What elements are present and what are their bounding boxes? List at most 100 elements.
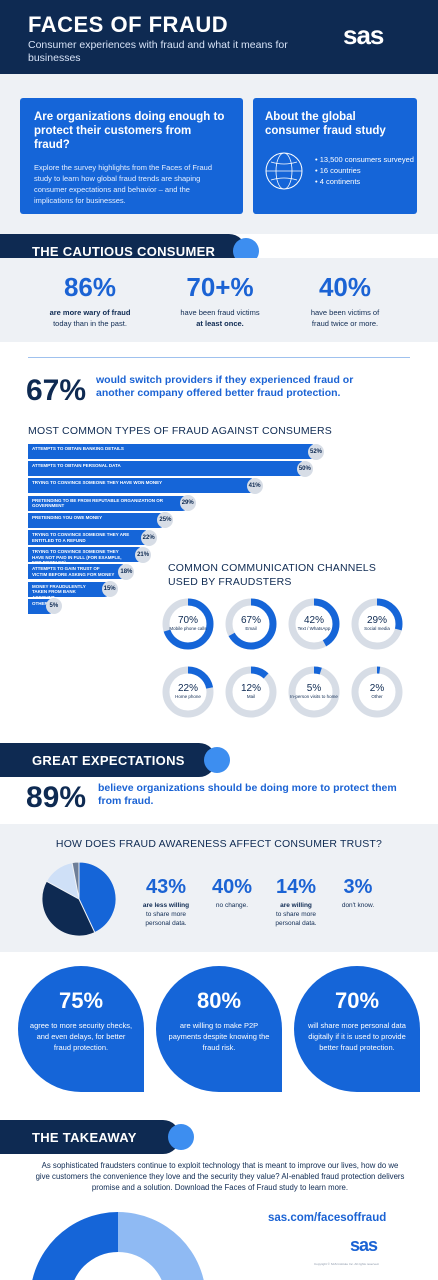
- channel-name: Email: [245, 626, 257, 631]
- leaf-value: 75%: [58, 988, 104, 1013]
- switch-value: 67%: [26, 374, 87, 407]
- fraud-type-bar: TRYING TO CONVINCE SOMEONE THEY HAVE WON…: [28, 478, 257, 494]
- channel-donut: [351, 598, 403, 650]
- channel-name: Mobile phone calls: [169, 626, 207, 631]
- trust-stat: 14% are willing to share more personal dat…: [264, 876, 328, 928]
- fraud-type-value: 50%: [296, 460, 313, 477]
- intro-card-title: Are organizations doing enough to protec…: [34, 111, 225, 151]
- globe-icon: [265, 152, 303, 190]
- trust-pie-slice: [78, 861, 117, 934]
- trust-stat: 40% no change.: [200, 876, 264, 910]
- trust-value: 14%: [275, 876, 317, 898]
- fraud-type-bar: ATTEMPTS TO GAIN TRUST OF VICTIM BEFORE …: [28, 564, 129, 580]
- trust-title: HOW DOES FRAUD AWARENESS AFFECT CONSUMER…: [55, 838, 383, 850]
- channels-chart: 70% Mobile phone calls 67% Email 42% Text / W…: [162, 598, 422, 728]
- trust-label: personal data.: [145, 920, 187, 927]
- channel-label: 2% Other: [351, 683, 403, 700]
- channel-name: Home phone: [175, 694, 201, 699]
- fraud-types-title: MOST COMMON TYPES OF FRAUD AGAINST CONSU…: [28, 425, 332, 437]
- fraud-type-bar: TRYING TO CONVINCE SOMEONE THEY ARE ENTI…: [28, 530, 151, 545]
- fraud-types-chart: ATTEMPTS TO OBTAIN BANKING DETAILS 52% ATT…: [28, 443, 348, 624]
- channel-label: 42% Text / WhatsApp: [288, 615, 340, 632]
- fraud-type-bar: PRETENDING TO BE FROM REPUTABLE ORGANIZA…: [28, 495, 190, 511]
- decorative-donut: [32, 1212, 204, 1280]
- fraud-type-value: 25%: [157, 512, 174, 529]
- fraud-type-value: 22%: [140, 529, 157, 546]
- channel-donut: [225, 666, 277, 718]
- switch-text: would switch providers if they experienc…: [96, 374, 354, 399]
- study-fact: 16 countries: [315, 165, 414, 176]
- stat-value: 40%: [318, 272, 372, 302]
- leaf-text: agree to more security checks, and even …: [29, 1021, 133, 1052]
- fraud-type-bar: ATTEMPTS TO OBTAIN BANKING DETAILS: [28, 444, 318, 459]
- channel-donut-slice: [351, 666, 403, 718]
- fraud-type-value: 15%: [101, 581, 118, 598]
- channel-label: 22% Home phone: [162, 683, 214, 700]
- channel-label: 67% Email: [225, 615, 277, 632]
- fraud-type-bar: PRETENDING YOU OWE MONEY: [28, 512, 168, 528]
- channel-value: 67%: [240, 615, 261, 626]
- intro-card-body: Explore the survey highlights from the F…: [34, 163, 213, 205]
- channel-donut: [288, 666, 340, 718]
- fraud-type-value: 21%: [135, 546, 152, 563]
- study-fact: 4 continents: [315, 176, 414, 187]
- study-facts: 13,500 consumers surveyed 16 countries 4…: [315, 154, 414, 187]
- stat-label: fraud twice or more.: [311, 319, 379, 328]
- divider: [28, 357, 410, 358]
- fraud-type-value: 18%: [118, 563, 135, 580]
- trust-stat: 3% don't know.: [326, 876, 390, 910]
- stat-label: have been victims of: [310, 308, 380, 317]
- banner-takeaway: THE TAKEAWAY: [0, 1120, 180, 1154]
- stat-value: 70+%: [186, 272, 254, 302]
- trust-section: HOW DOES FRAUD AWARENESS AFFECT CONSUMER…: [0, 824, 438, 952]
- channel-donut-slice: [162, 598, 214, 650]
- channel-donut: [225, 598, 277, 650]
- channel-value: 12%: [240, 683, 261, 694]
- leaf-text: will share more personal data digitally …: [308, 1021, 406, 1052]
- page-title: FACES OF FRAUD: [28, 12, 229, 37]
- leaf-card: 80% are willing to make P2P payments des…: [156, 966, 282, 1092]
- fraud-type-bar: TRYING TO CONVINCE SOMEONE THEY HAVE NOT…: [28, 547, 146, 565]
- channel-value: 22%: [177, 683, 198, 694]
- channel-label: 12% Mail: [225, 683, 277, 700]
- channel-name: In-person visits to home: [290, 694, 338, 699]
- channel-value: 5%: [306, 683, 322, 694]
- trust-label: to share more: [275, 911, 317, 918]
- header: FACES OF FRAUD Consumer experiences with…: [0, 0, 438, 74]
- channel-name: Text / WhatsApp: [297, 626, 331, 631]
- channel-donut: [288, 598, 340, 650]
- sas-logo: sas: [343, 20, 384, 50]
- page-subtitle: Consumer experiences with fraud and what…: [28, 39, 288, 64]
- channel-donut-slice: [162, 666, 214, 718]
- trust-label: are less willing: [142, 902, 190, 909]
- study-link[interactable]: sas.com/facesoffraud: [268, 1212, 387, 1224]
- trust-pie-slice: [41, 880, 96, 937]
- banner-dot: [204, 747, 230, 773]
- channel-donut-slice: [225, 598, 277, 650]
- trust-pie: [41, 861, 117, 937]
- cautious-stats: 86% are more wary of fraud today than in …: [0, 258, 438, 342]
- stat-value: 86%: [63, 272, 117, 302]
- leaf-text: are willing to make P2P payments despite…: [168, 1021, 270, 1052]
- intro-card: Are organizations doing enough to protec…: [20, 98, 243, 214]
- channel-value: 42%: [303, 615, 324, 626]
- trust-stat: 43% are less willing to share more persona…: [134, 876, 198, 928]
- leaf-card: 75% agree to more security checks, and e…: [18, 966, 144, 1092]
- channel-value: 29%: [366, 615, 387, 626]
- channel-donut-slice: [225, 666, 277, 718]
- channel-label: 29% Social media: [351, 615, 403, 632]
- trust-label: are willing: [280, 902, 312, 909]
- trust-value: 40%: [211, 876, 253, 898]
- channel-label: 5% In-person visits to home: [288, 683, 340, 700]
- channel-name: Other: [371, 694, 383, 699]
- trust-label: personal data.: [275, 920, 317, 927]
- study-card: About the global consumer fraud study 13…: [253, 98, 417, 214]
- trust-label: don't know.: [341, 902, 375, 909]
- trust-label: to share more: [145, 911, 187, 918]
- fraud-type-bar: MONEY FRAUDULENTLY TAKEN FROM BANK ACCOU…: [28, 581, 112, 600]
- channel-donut-slice: [288, 666, 340, 718]
- fraud-type-value: 29%: [179, 495, 196, 512]
- fineprint: Copyright © SAS Institute Inc. All right…: [314, 1262, 380, 1266]
- trust-value: 43%: [145, 876, 187, 898]
- banner-dot: [168, 1124, 194, 1150]
